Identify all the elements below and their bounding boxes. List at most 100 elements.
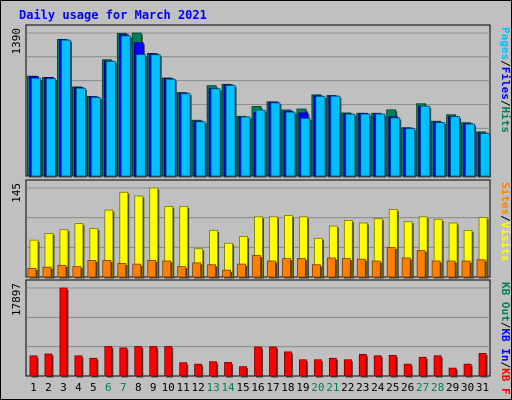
bar-sites-day-11 [177, 266, 187, 278]
bar-pages-day-25 [390, 117, 401, 177]
legend-entry-pages: Pages [499, 27, 512, 60]
bar-sites-day-23 [356, 258, 366, 278]
bar-kbf-day-16 [254, 346, 262, 377]
bar-sites-day-26 [401, 257, 411, 278]
day-label-8: 8 [135, 381, 142, 394]
legend-entry-files: Files [499, 67, 512, 100]
bar-kbf-day-18 [284, 351, 292, 377]
bar-sites-day-15 [237, 263, 246, 278]
bar-sites-day-1 [27, 268, 37, 278]
bar-sites-day-7 [117, 263, 127, 278]
bar-pages-day-31 [480, 133, 490, 177]
bar-kbf-day-9 [149, 346, 158, 377]
bar-sites-day-10 [162, 260, 172, 278]
bar-sites-day-19 [297, 258, 306, 278]
day-label-16: 16 [251, 381, 264, 394]
bar-pages-day-6 [105, 61, 116, 177]
legend-separator: / [499, 215, 512, 222]
bar-sites-day-12 [192, 262, 202, 278]
bar-pages-day-15 [240, 116, 251, 177]
day-label-20: 20 [311, 381, 324, 394]
legend-visits_sites: Sites/Visits [499, 182, 512, 262]
legend-entry-kb-f: KB F [499, 368, 512, 395]
bar-pages-day-7 [120, 35, 131, 177]
bar-pages-day-4 [76, 87, 86, 177]
bar-sites-day-17 [267, 260, 276, 278]
day-label-12: 12 [192, 381, 205, 394]
bar-kbf-day-23 [358, 353, 367, 377]
bar-pages-day-2 [46, 78, 56, 177]
day-label-25: 25 [386, 381, 399, 394]
bar-sites-day-24 [371, 260, 381, 278]
day-label-1: 1 [30, 381, 37, 394]
day-label-31: 31 [476, 381, 489, 394]
bar-sites-day-8 [132, 263, 142, 278]
legend-entry-hits: Hits [499, 107, 512, 134]
day-label-17: 17 [266, 381, 279, 394]
day-label-15: 15 [236, 381, 249, 394]
bar-pages-day-24 [375, 113, 386, 177]
day-label-7: 7 [120, 381, 127, 394]
bar-pages-day-9 [150, 54, 161, 177]
bar-kbf-day-5 [89, 357, 98, 377]
bar-kbf-day-8 [134, 346, 143, 377]
legend-separator: / [499, 100, 512, 107]
bar-kbf-day-2 [44, 353, 53, 377]
day-label-2: 2 [45, 381, 52, 394]
day-label-21: 21 [326, 381, 339, 394]
bar-kbf-day-30 [463, 363, 472, 377]
bar-pages-day-1 [31, 77, 41, 177]
bar-kbf-day-15 [239, 366, 247, 377]
bar-sites-day-6 [102, 260, 112, 278]
bar-kbf-day-27 [418, 356, 427, 377]
bar-pages-day-8 [135, 54, 146, 177]
bar-pages-day-11 [180, 93, 191, 177]
bar-kbf-day-29 [448, 367, 457, 377]
day-label-13: 13 [206, 381, 219, 394]
bar-pages-day-14 [225, 85, 236, 177]
bar-kbf-day-24 [373, 355, 382, 377]
axis-max-label-visits_sites: 145 [10, 183, 23, 203]
bar-pages-day-26 [405, 128, 416, 177]
bar-pages-day-20 [315, 96, 326, 177]
bar-kbf-day-14 [224, 362, 232, 377]
bar-pages-day-23 [360, 113, 371, 177]
day-label-27: 27 [416, 381, 429, 394]
bar-sites-day-30 [461, 260, 471, 278]
bar-sites-day-22 [341, 258, 351, 278]
bar-kbf-day-31 [478, 352, 487, 377]
bar-pages-day-19 [300, 117, 311, 177]
bar-kbf-day-4 [74, 355, 83, 377]
day-label-11: 11 [177, 381, 190, 394]
bar-sites-day-29 [446, 260, 456, 278]
bar-sites-day-5 [87, 260, 97, 278]
day-label-9: 9 [150, 381, 157, 394]
bar-sites-day-21 [326, 257, 336, 278]
legend-entry-sites: Sites [499, 182, 512, 215]
bar-pages-day-13 [210, 88, 221, 177]
legend-separator: / [499, 322, 512, 329]
bar-sites-day-4 [72, 266, 82, 278]
bar-sites-day-18 [282, 258, 291, 278]
day-label-6: 6 [105, 381, 112, 394]
day-label-29: 29 [446, 381, 459, 394]
day-label-24: 24 [371, 381, 385, 394]
bar-kbf-day-12 [194, 363, 203, 377]
axis-max-label-hits_files_pages: 1390 [10, 28, 23, 55]
legend-entry-kb-in: KB In [499, 328, 512, 361]
bar-sites-day-16 [252, 255, 261, 278]
chart-title: Daily usage for March 2021 [19, 8, 207, 22]
legend-entry-visits: Visits [499, 222, 512, 262]
bar-kbf-day-3 [59, 287, 68, 377]
day-label-19: 19 [296, 381, 309, 394]
bar-kbf-day-17 [269, 346, 277, 377]
bar-sites-day-28 [431, 260, 441, 278]
day-label-4: 4 [75, 381, 82, 394]
day-label-30: 30 [461, 381, 474, 394]
bar-kbf-day-25 [388, 354, 397, 377]
bar-pages-day-27 [420, 105, 431, 177]
bar-sites-day-27 [416, 250, 426, 278]
bar-kbf-day-28 [433, 355, 442, 377]
legend-kbytes: KB Out/KB In/KB F [499, 282, 512, 395]
